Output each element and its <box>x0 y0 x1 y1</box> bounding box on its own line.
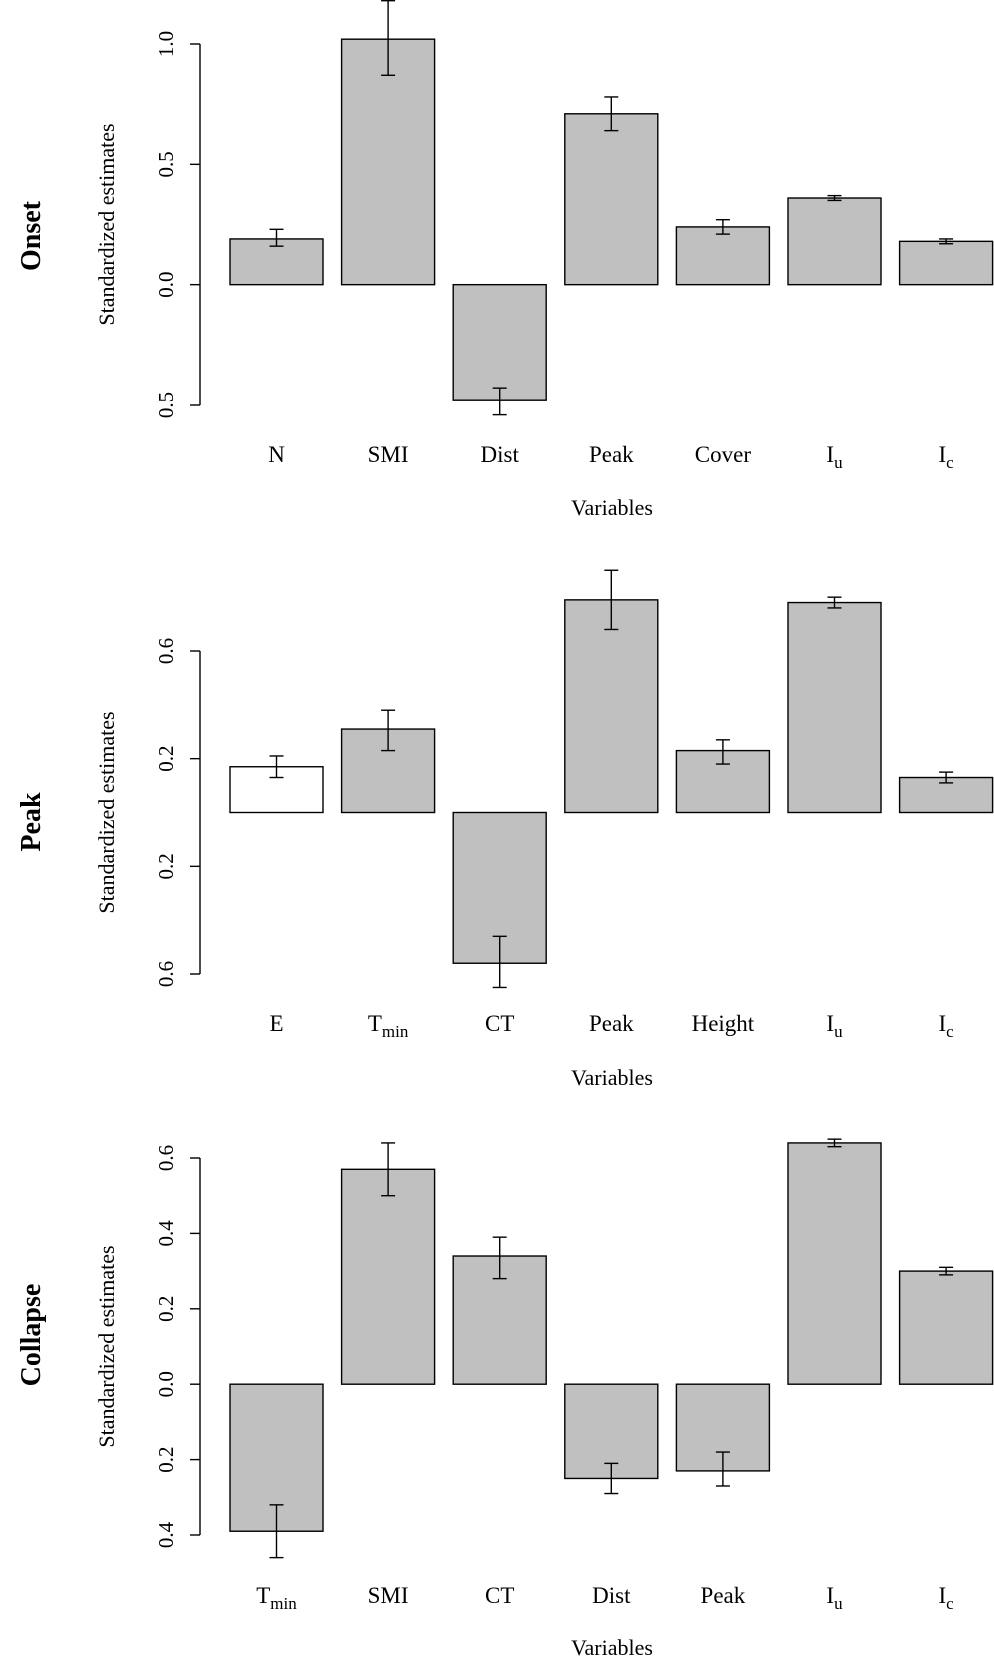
y-tick-label: 0.6 <box>154 1145 178 1171</box>
x-tick-label: CT <box>485 1011 514 1036</box>
error-bar <box>269 228 284 247</box>
error-bar <box>269 1504 284 1559</box>
panel-collapse: Collapse Standardized estimates 0.6 0.4 0.2 0… <box>16 1138 994 1657</box>
y-tick-label: 0.5 <box>154 392 178 418</box>
y-tick-label: 0.0 <box>154 1371 178 1397</box>
x-axis-title: Variables <box>571 1635 653 1657</box>
bar <box>340 1168 436 1385</box>
y-tick-label: 0.5 <box>154 151 178 177</box>
x-tick-label: Height <box>692 1011 755 1036</box>
error-bar <box>939 238 954 245</box>
error-bar <box>827 596 842 609</box>
bar <box>452 283 547 401</box>
error-bar <box>715 739 730 765</box>
error-bar <box>827 1138 842 1148</box>
x-axis-title: Variables <box>571 495 653 520</box>
bar <box>898 1270 994 1385</box>
x-tick-label: Ic <box>938 442 954 472</box>
bar <box>787 197 882 286</box>
y-tick-label: 0.4 <box>154 1220 178 1247</box>
error-bar <box>381 709 396 752</box>
bar <box>787 1142 882 1385</box>
panel-onset: Onset Standardized estimates 1.0 0.5 0.0 0.5 N… <box>16 0 994 520</box>
x-axis-title: Variables <box>571 1065 653 1090</box>
y-tick-label: 1.0 <box>154 31 178 57</box>
x-tick-label: SMI <box>368 442 409 467</box>
bar <box>564 113 659 286</box>
x-tick-label: Iu <box>826 442 843 472</box>
x-tick-label: Cover <box>695 442 752 467</box>
x-tick-label: Tmin <box>368 1011 409 1041</box>
y-axis-title: Standardized estimates <box>94 123 119 325</box>
y-tick-label: 0.0 <box>154 272 178 298</box>
error-bar <box>492 1236 507 1280</box>
error-bar <box>827 194 842 202</box>
x-tick-label: Iu <box>826 1583 843 1613</box>
x-tick-label: Ic <box>938 1583 954 1613</box>
error-bar <box>715 1451 730 1487</box>
x-tick-label: Tmin <box>256 1583 297 1613</box>
bar <box>787 601 882 814</box>
x-tick-label: Dist <box>592 1583 631 1608</box>
y-tick-label: 0.2 <box>154 853 178 879</box>
bar <box>564 599 659 814</box>
panel-title: Collapse <box>16 1284 47 1387</box>
error-bar <box>939 771 954 784</box>
error-bar <box>715 218 730 235</box>
y-tick-label: 0.6 <box>154 638 178 664</box>
x-tick-label: Dist <box>481 442 520 467</box>
y-tick-label: 0.2 <box>154 746 178 772</box>
error-bar <box>381 1142 396 1197</box>
bar <box>340 38 436 286</box>
y-axis-title: Standardized estimates <box>94 711 119 913</box>
error-bar <box>939 1266 954 1276</box>
error-bar <box>604 1462 619 1495</box>
error-bar <box>492 387 507 416</box>
x-tick-label: Peak <box>589 442 634 467</box>
bar <box>675 226 771 286</box>
x-tick-label: Peak <box>701 1583 746 1608</box>
error-bar <box>604 569 619 631</box>
x-tick-label: E <box>269 1011 283 1036</box>
x-tick-label: N <box>268 442 285 467</box>
x-tick-label: Ic <box>938 1011 954 1041</box>
x-tick-label: SMI <box>368 1583 409 1608</box>
y-axis-title: Standardized estimates <box>94 1245 119 1447</box>
error-bar <box>604 96 619 132</box>
y-tick-label: 0.6 <box>154 961 178 987</box>
x-tick-label: Peak <box>589 1011 634 1036</box>
y-tick-label: 0.2 <box>154 1446 178 1472</box>
x-tick-label: CT <box>485 1583 514 1608</box>
y-tick-label: 0.2 <box>154 1296 178 1322</box>
x-tick-label: Iu <box>826 1011 843 1041</box>
error-bar <box>381 0 396 76</box>
panel-title: Onset <box>16 200 47 271</box>
panel-peak: Peak Standardized estimates 0.6 0.2 0.2 0.6 E T… <box>16 569 994 1090</box>
bar <box>898 240 994 286</box>
error-bar <box>269 755 284 779</box>
panel-title: Peak <box>16 792 47 852</box>
y-tick-label: 0.4 <box>154 1521 178 1548</box>
error-bar <box>492 935 507 989</box>
